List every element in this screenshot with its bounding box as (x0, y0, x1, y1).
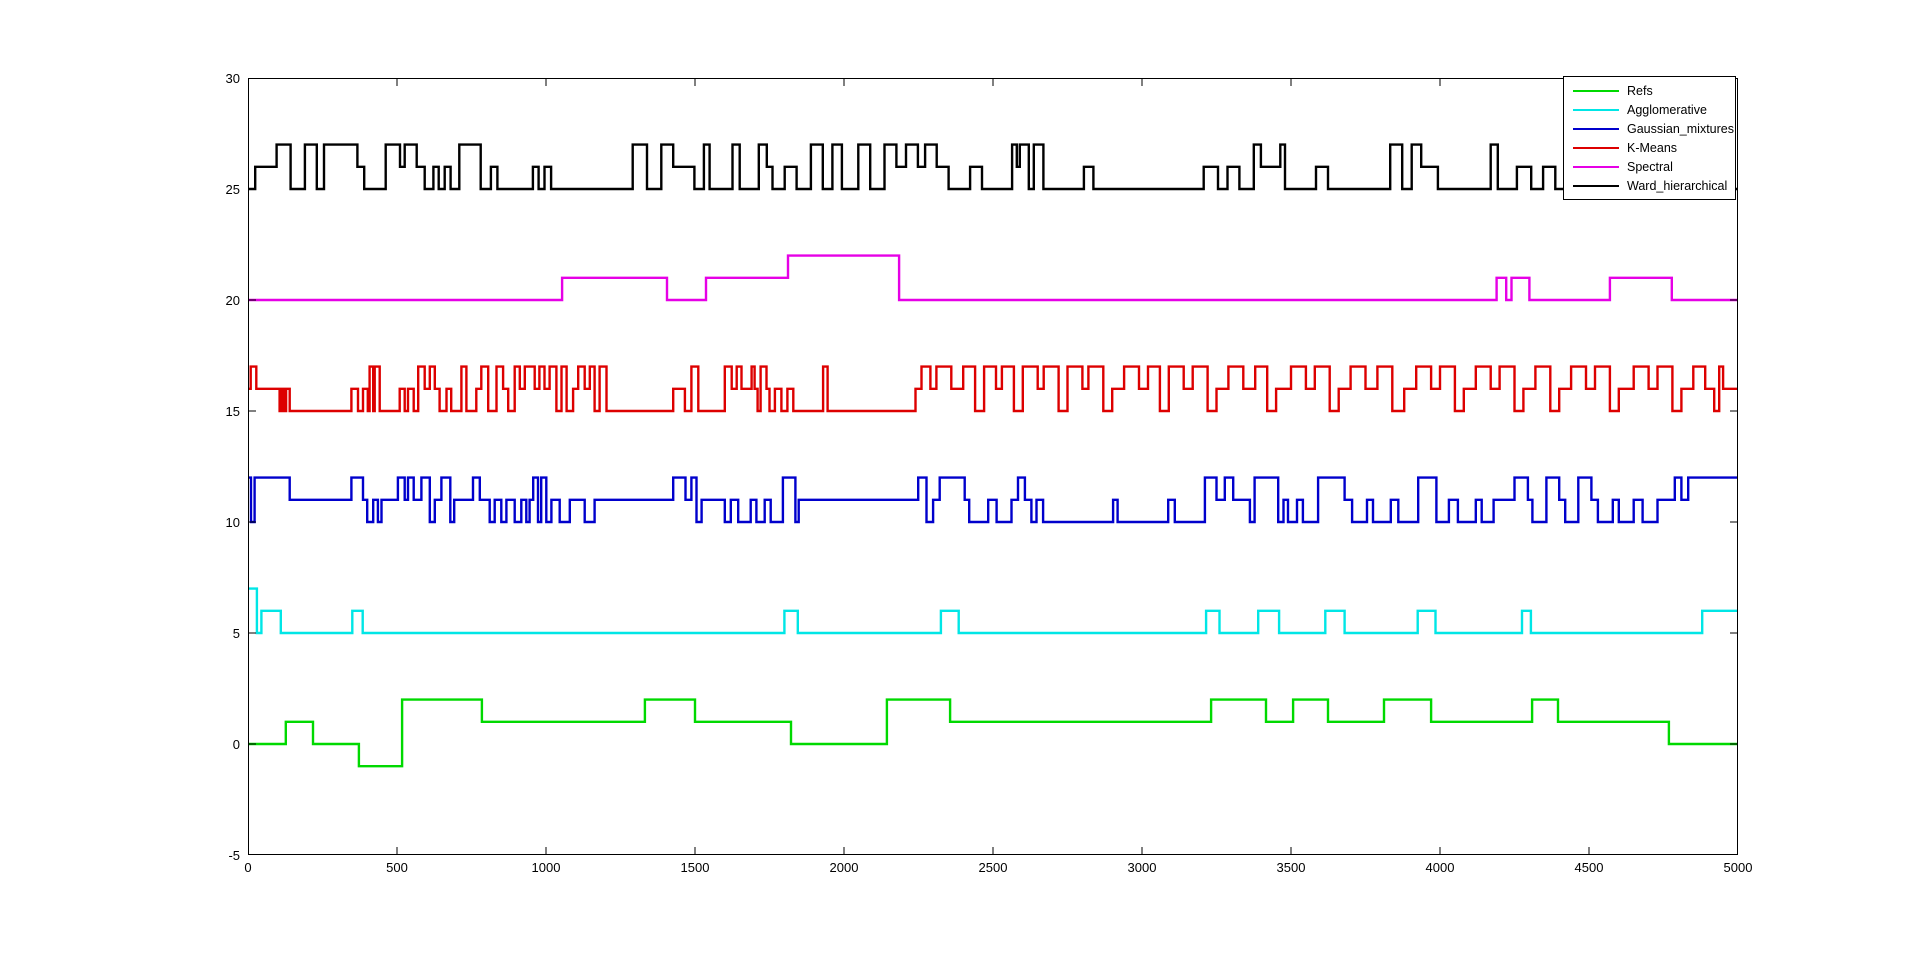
x-tick-label: 3000 (1127, 860, 1157, 875)
legend-line-sample (1573, 184, 1619, 187)
series-line-ward-hierarchical (248, 143, 1738, 191)
legend-label: Ward_hierarchical (1627, 178, 1728, 193)
legend-line-sample (1573, 89, 1619, 92)
x-tick-label: 2500 (978, 860, 1008, 875)
legend-label: K-Means (1627, 140, 1678, 155)
legend-label: Gaussian_mixtures (1627, 121, 1734, 136)
y-tick-label: 20 (225, 293, 240, 308)
x-tick-label: 3500 (1276, 860, 1306, 875)
legend-item-refs: Refs (1564, 81, 1735, 100)
series-line-k-means (248, 365, 1738, 413)
y-tick-label: 5 (232, 626, 240, 641)
series-line-refs (248, 698, 1738, 768)
series-line-spectral (248, 254, 1738, 302)
x-tick-label: 1500 (680, 860, 710, 875)
legend-item-gaussian-mixtures: Gaussian_mixtures (1564, 119, 1735, 138)
y-tick-label: -5 (228, 848, 240, 863)
legend-line-sample (1573, 165, 1619, 168)
legend-label: Spectral (1627, 159, 1673, 174)
y-tick-label: 25 (225, 182, 240, 197)
x-tick-label: 4500 (1574, 860, 1604, 875)
legend-item-k-means: K-Means (1564, 138, 1735, 157)
legend-item-spectral: Spectral (1564, 157, 1735, 176)
legend-item-agglomerative: Agglomerative (1564, 100, 1735, 119)
legend-line-sample (1573, 127, 1619, 130)
y-tick-label: 15 (225, 404, 240, 419)
axes-box (248, 78, 1738, 855)
x-tick-label: 1000 (531, 860, 561, 875)
x-tick-label: 5000 (1723, 860, 1753, 875)
legend-line-sample (1573, 146, 1619, 149)
series-line-gaussian-mixtures (248, 476, 1738, 524)
y-tick-label: 10 (225, 515, 240, 530)
x-tick-label: 500 (386, 860, 408, 875)
plot-region (248, 78, 1738, 855)
series-line-agglomerative (248, 587, 1738, 635)
legend: Refs Agglomerative Gaussian_mixtures K-Mean… (1563, 76, 1736, 200)
plot-canvas (248, 78, 1738, 855)
y-tick-label: 30 (225, 71, 240, 86)
legend-line-sample (1573, 108, 1619, 111)
y-tick-label: 0 (232, 737, 240, 752)
x-tick-label: 0 (244, 860, 252, 875)
legend-label: Agglomerative (1627, 102, 1707, 117)
legend-label: Refs (1627, 83, 1653, 98)
x-tick-label: 2000 (829, 860, 859, 875)
legend-item-ward-hierarchical: Ward_hierarchical (1564, 176, 1735, 195)
x-tick-label: 4000 (1425, 860, 1455, 875)
